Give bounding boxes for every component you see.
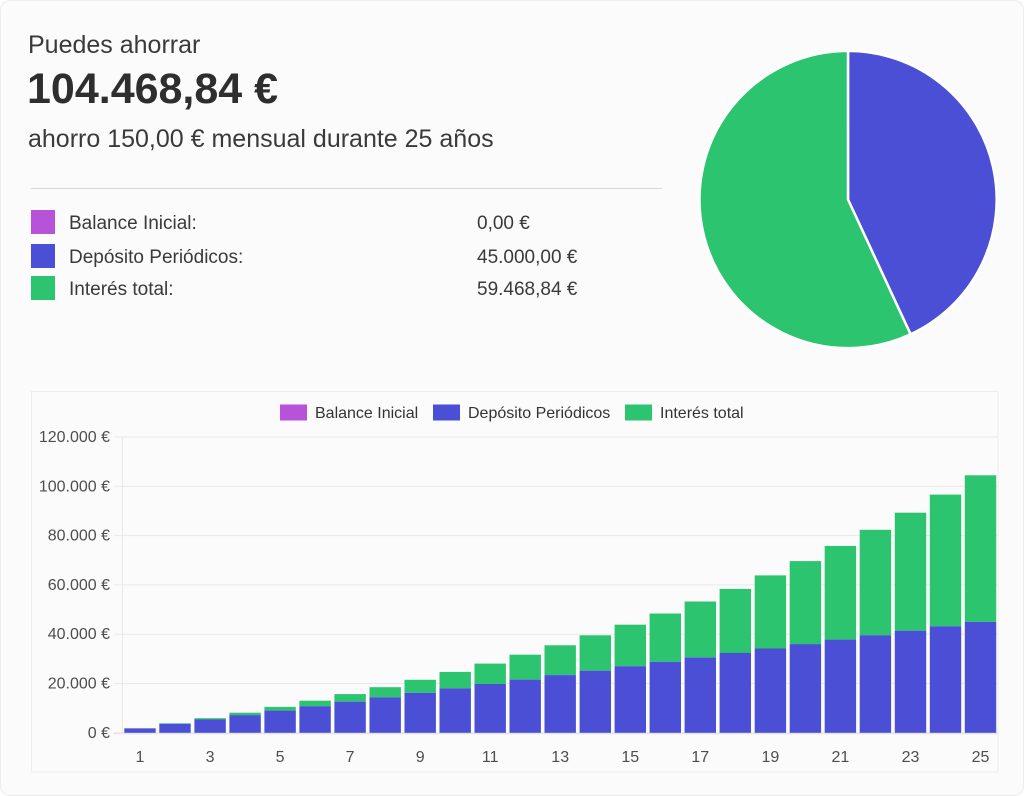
svg-text:11: 11 <box>482 749 499 766</box>
svg-text:60.000 €: 60.000 € <box>48 577 110 594</box>
svg-text:Interés total: Interés total <box>660 405 744 422</box>
svg-text:80.000 €: 80.000 € <box>48 528 110 545</box>
svg-text:7: 7 <box>346 749 355 766</box>
svg-text:3: 3 <box>206 749 215 766</box>
svg-text:0 €: 0 € <box>88 725 110 742</box>
svg-text:40.000 €: 40.000 € <box>48 626 110 643</box>
svg-text:1: 1 <box>136 749 145 766</box>
svg-text:5: 5 <box>276 749 285 766</box>
svg-text:Depósito Periódicos: Depósito Periódicos <box>468 405 610 422</box>
svg-text:19: 19 <box>762 749 780 766</box>
svg-text:Balance Inicial: Balance Inicial <box>315 405 418 422</box>
svg-text:15: 15 <box>621 749 639 766</box>
svg-text:120.000 €: 120.000 € <box>39 429 110 446</box>
svg-text:23: 23 <box>902 749 920 766</box>
svg-text:9: 9 <box>416 749 425 766</box>
svg-text:20.000 €: 20.000 € <box>48 676 110 693</box>
svg-text:13: 13 <box>551 749 569 766</box>
svg-text:100.000 €: 100.000 € <box>39 478 110 495</box>
svg-text:21: 21 <box>832 749 850 766</box>
svg-text:17: 17 <box>691 749 709 766</box>
svg-text:25: 25 <box>972 749 990 766</box>
